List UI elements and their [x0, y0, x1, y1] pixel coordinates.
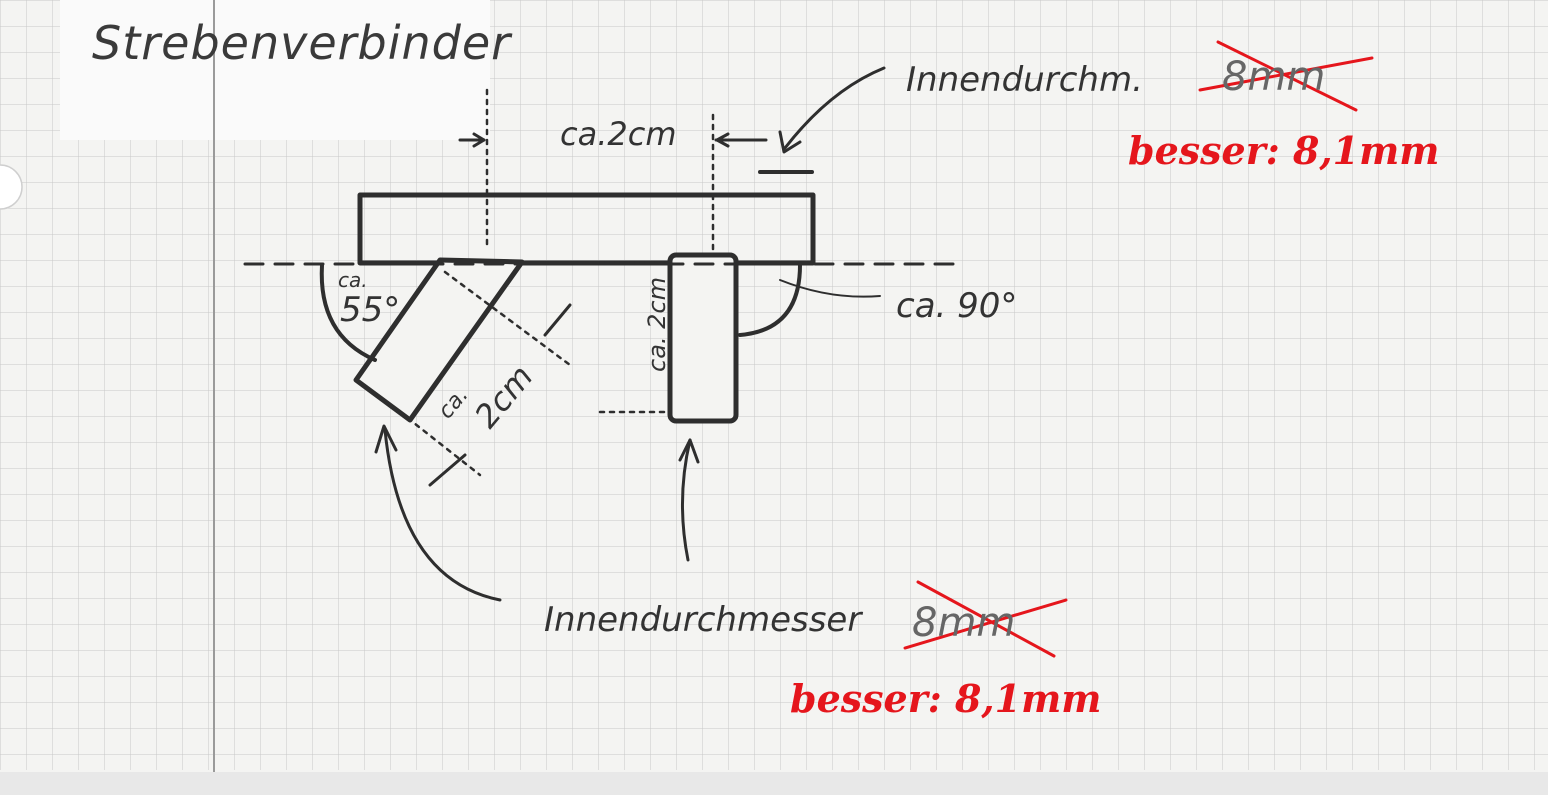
- label-inner-diameter-short: Innendurchm.: [906, 60, 1143, 100]
- title-background: [60, 0, 490, 140]
- pointer-inner-top: [783, 66, 886, 150]
- pointer-inner-angled-head: [374, 424, 398, 454]
- vertical-tube: [667, 252, 739, 424]
- label-angle-right: ca. 90°: [896, 286, 1018, 326]
- correction-strikes: [903, 40, 1374, 658]
- old-value-top: 8mm: [1222, 54, 1326, 100]
- pointer-inner-vertical-head: [678, 438, 700, 464]
- guide-angled-bottom: [398, 410, 482, 477]
- page-title: Strebenverbinder: [92, 16, 512, 70]
- strike-bottom-1: [903, 598, 1068, 650]
- dim-angled-arrow-top: [543, 303, 572, 337]
- correction-top: besser: 8,1mm: [1128, 128, 1440, 173]
- label-inner-diameter-long: Innendurchmesser: [544, 600, 862, 640]
- label-angle-left-value: 55°: [340, 290, 401, 330]
- strike-bottom-2: [916, 580, 1056, 658]
- strike-top-2: [1216, 40, 1358, 112]
- punch-hole: [0, 164, 23, 210]
- strut-connector-sketch: [243, 66, 962, 602]
- correction-bottom: besser: 8,1mm: [790, 676, 1102, 721]
- label-vertical-2cm: ca. 2cm: [643, 277, 671, 372]
- dim-angled-arrow-bottom: [428, 453, 467, 487]
- dim-arrowhead-left: [472, 132, 486, 148]
- guide-angled-top: [443, 270, 572, 367]
- angle-90-pointer: [779, 279, 881, 298]
- label-angle-left-ca: ca.: [338, 268, 368, 292]
- label-width-top: ca.2cm: [560, 115, 677, 153]
- pointer-inner-top-head: [778, 130, 802, 154]
- angle-arc-90: [738, 263, 802, 337]
- angle-arc-55: [319, 263, 377, 362]
- old-value-bottom: 8mm: [912, 600, 1016, 646]
- dim-arrowhead-right: [715, 132, 730, 148]
- paper-bottom-edge: [0, 772, 1548, 795]
- pointer-inner-vertical: [681, 438, 692, 562]
- pointer-inner-angled: [383, 428, 502, 602]
